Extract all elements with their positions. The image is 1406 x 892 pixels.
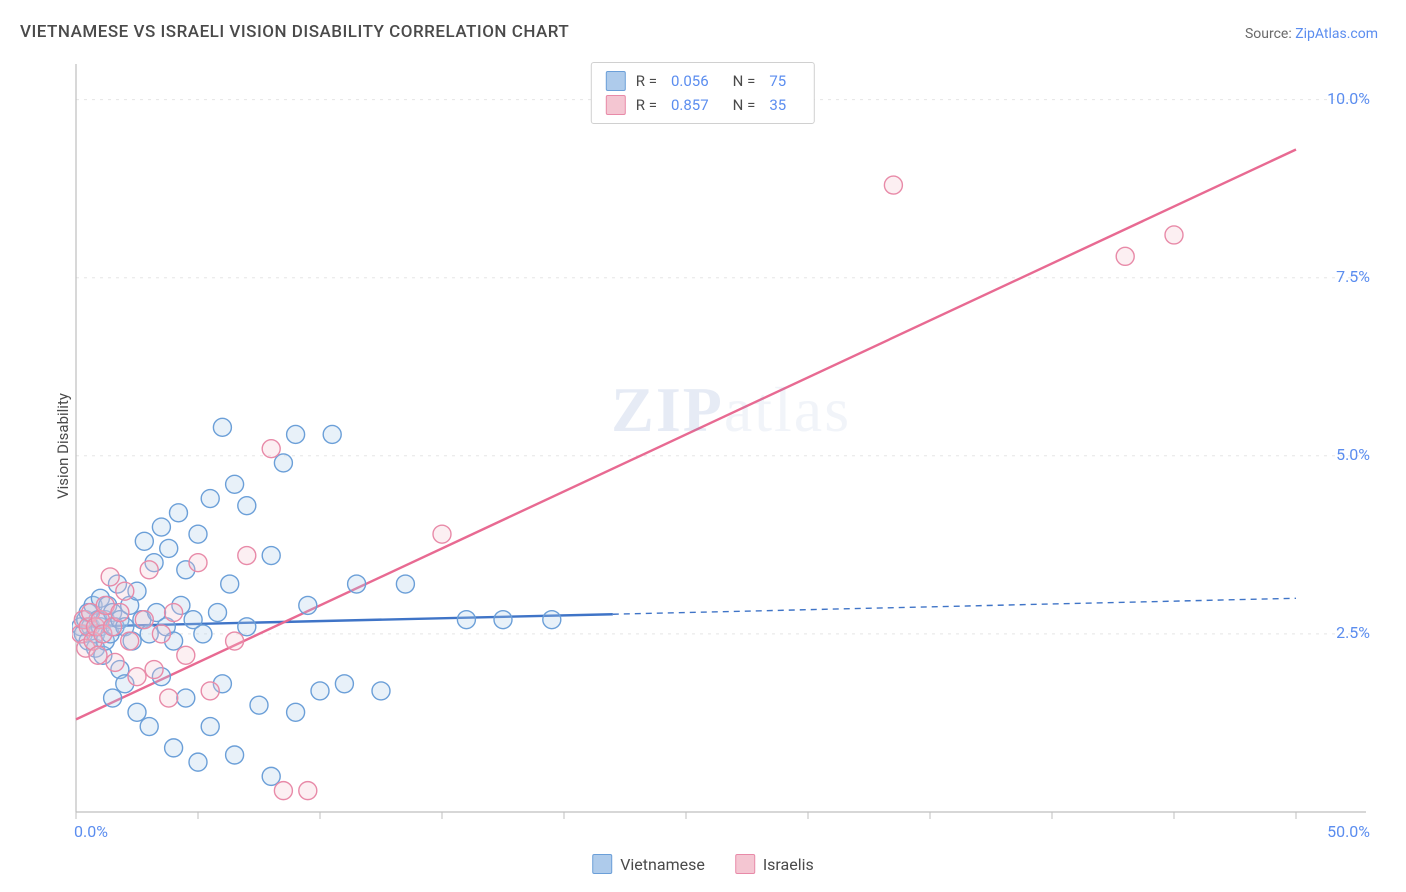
legend-stats-row-1: R = 0.857 N = 35 [606,93,800,117]
legend-bottom-item-0: Vietnamese [592,854,705,874]
r-value-1: 0.857 [671,93,709,117]
n-value-1: 35 [769,93,786,117]
source-link[interactable]: ZipAtlas.com [1295,26,1378,42]
legend-bottom: Vietnamese Israelis [592,854,814,874]
legend-bottom-swatch-1 [735,854,755,874]
scatter-plot-svg [72,60,1376,842]
n-label-0: N = [733,69,756,93]
legend-bottom-label-0: Vietnamese [620,855,705,874]
axis-tick-label: 0.0% [74,822,108,841]
chart-title: VIETNAMESE VS ISRAELI VISION DISABILITY … [20,22,569,42]
legend-bottom-swatch-0 [592,854,612,874]
legend-swatch-0 [606,71,626,91]
source-attribution: Source: ZipAtlas.com [1245,26,1378,42]
legend-stats-row-0: R = 0.056 N = 75 [606,69,800,93]
n-value-0: 75 [769,69,786,93]
legend-bottom-label-1: Israelis [763,855,814,874]
source-label: Source: [1245,26,1292,42]
axis-tick-label: 5.0% [1336,445,1370,464]
axis-tick-label: 2.5% [1336,623,1370,642]
legend-bottom-item-1: Israelis [735,854,814,874]
axis-tick-label: 7.5% [1336,267,1370,286]
axis-tick-label: 10.0% [1327,89,1370,108]
n-label-1: N = [733,93,756,117]
r-value-0: 0.056 [671,69,709,93]
plot-area [44,60,1376,842]
legend-stats: R = 0.056 N = 75 R = 0.857 N = 35 [591,62,815,124]
r-label-0: R = [636,69,657,93]
axis-tick-label: 50.0% [1327,822,1370,841]
r-label-1: R = [636,93,657,117]
legend-swatch-1 [606,95,626,115]
